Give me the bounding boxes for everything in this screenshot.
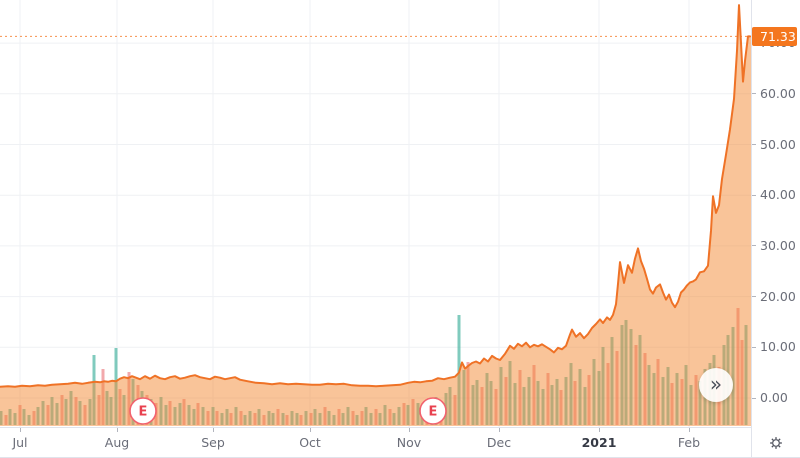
price-axis-separator: [751, 0, 752, 457]
y-axis-label: 10.00: [760, 339, 796, 355]
last-price-value: 71.33: [760, 28, 796, 44]
y-axis-tick: [752, 346, 756, 348]
y-axis-label: 60.00: [760, 85, 796, 101]
earnings-marker[interactable]: [419, 397, 447, 425]
x-axis-label-feb: Feb: [677, 435, 701, 450]
y-axis-label: 0.00: [760, 390, 788, 405]
time-axis-separator: [0, 427, 751, 428]
double-chevron-right-icon: »: [709, 371, 723, 396]
x-axis-tick: [689, 428, 690, 432]
y-axis-tick: [752, 144, 756, 145]
axis-settings-corner: [752, 428, 800, 457]
y-axis-tick: [752, 245, 756, 247]
y-axis-tick: [752, 397, 756, 399]
price-line: [0, 4, 751, 388]
y-axis-label: 40.00: [760, 187, 796, 203]
gear-icon: [770, 437, 782, 449]
earnings-marker[interactable]: [129, 397, 157, 425]
x-axis-tick: [20, 428, 21, 432]
x-axis-tick: [117, 428, 118, 432]
x-axis-label-2021: 2021: [581, 435, 617, 450]
last-price-badge: 71.33: [752, 26, 797, 46]
earnings-marker-label: E: [429, 405, 438, 420]
x-axis-tick: [409, 428, 410, 432]
x-axis-label-oct: Oct: [299, 435, 321, 450]
x-axis-tick: [499, 428, 500, 432]
x-axis-label-aug: Aug: [104, 435, 130, 450]
settings-gear-button[interactable]: [766, 433, 786, 453]
x-axis-label-nov: Nov: [396, 435, 422, 450]
earnings-marker-label: E: [139, 405, 148, 420]
x-axis-tick: [599, 428, 600, 432]
x-axis-label-jul: Jul: [12, 435, 28, 450]
y-axis-tick: [752, 296, 756, 298]
price-axis[interactable]: 71.33 0.00 10.00 20.00 30.00 40.00 50.00 60.00…: [752, 0, 800, 427]
scroll-to-recent-button[interactable]: »: [699, 368, 733, 402]
x-axis-tick: [310, 428, 311, 432]
y-axis-tick: [752, 194, 756, 196]
y-axis-label: 50.00: [760, 136, 796, 152]
x-axis-label-sep: Sep: [201, 435, 225, 450]
y-axis-label: 20.00: [760, 288, 796, 304]
price-area-fill: [0, 5, 751, 426]
x-axis-tick: [213, 428, 214, 432]
time-axis[interactable]: Jul Aug Sep Oct Nov Dec 2021 Feb: [0, 428, 751, 457]
x-axis-label-dec: Dec: [486, 435, 512, 450]
y-axis-label: 30.00: [760, 237, 796, 253]
y-axis-tick: [752, 93, 756, 95]
